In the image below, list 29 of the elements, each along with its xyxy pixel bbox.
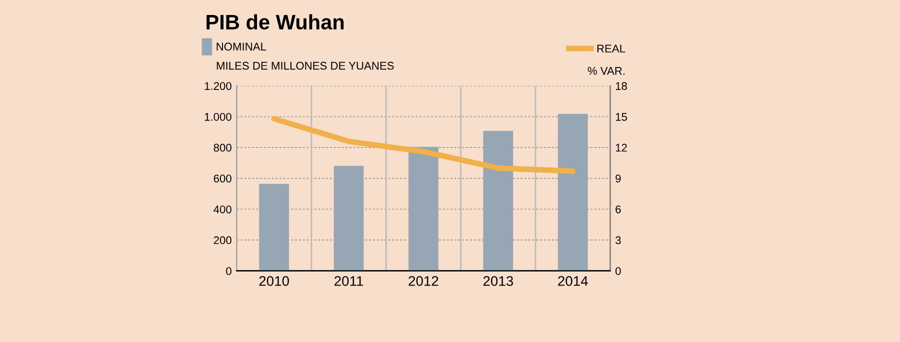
- y2-tick-label: 9: [616, 174, 621, 182]
- y-axis-title: MILES DE MILLONES DE YUANES: [216, 62, 394, 70]
- y-tick-label: 200: [214, 236, 232, 244]
- x-tick-label: 2012: [408, 276, 438, 286]
- x-tick-label: 2010: [259, 276, 289, 286]
- y2-tick-label: 15: [616, 113, 627, 121]
- bar: [483, 130, 514, 271]
- y2-tick-label: 6: [616, 205, 621, 214]
- bar: [334, 166, 364, 271]
- y-tick-label: 0: [226, 267, 232, 275]
- bar: [558, 114, 588, 271]
- y-tick-label: 1.000: [204, 112, 232, 121]
- y2-tick-label: 12: [616, 144, 627, 152]
- bar: [408, 146, 438, 271]
- legend-label: REAL: [597, 44, 626, 52]
- y2-tick-label: 3: [615, 236, 621, 244]
- x-tick-label: 2011: [334, 276, 364, 286]
- y-tick-label: 800: [214, 144, 232, 152]
- legend-label: NOMINAL: [216, 42, 266, 51]
- x-tick-label: 2014: [558, 276, 588, 286]
- bar: [259, 184, 289, 271]
- y2-axis-title: % VAR.: [588, 66, 624, 75]
- y2-tick-label: 18: [616, 82, 627, 90]
- x-tick-label: 2013: [483, 276, 513, 286]
- y-tick-label: 1.200: [204, 82, 232, 90]
- y-tick-label: 400: [214, 205, 232, 214]
- y2-tick-label: 0: [615, 267, 621, 275]
- chart-title: PIB de Wuhan: [206, 14, 344, 30]
- y-tick-label: 600: [214, 174, 232, 182]
